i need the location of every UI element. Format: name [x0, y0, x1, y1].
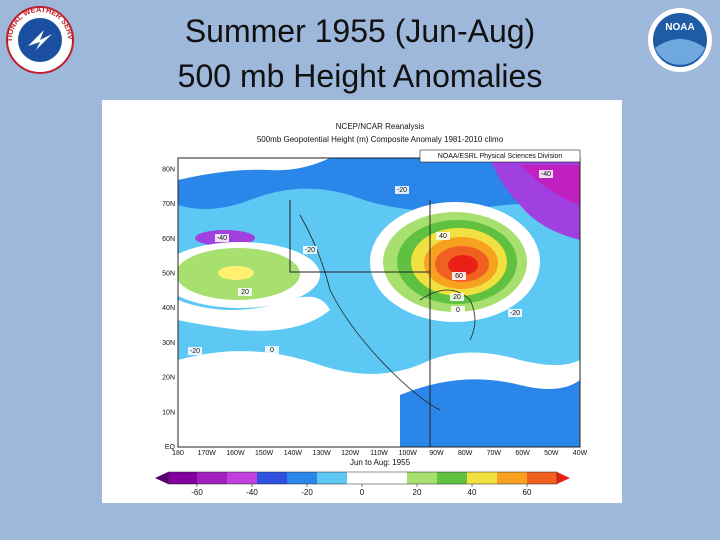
- lat-label: 60N: [162, 236, 175, 243]
- lon-label: 40W: [573, 450, 588, 457]
- lon-label: 180: [172, 450, 184, 457]
- contour-label: 0: [270, 347, 274, 354]
- lon-label: 140W: [284, 450, 303, 457]
- contour-label-bg: [539, 170, 553, 178]
- contour-label: -40: [217, 235, 227, 242]
- contour-label: 20: [453, 294, 461, 301]
- lat-label: 80N: [162, 166, 175, 173]
- noaa-logo: NOAA: [648, 8, 712, 72]
- lat-label: 40N: [162, 305, 175, 312]
- colorbar-tick-label: 60: [523, 488, 532, 497]
- lon-label: 100W: [399, 450, 418, 457]
- lon-label: 120W: [341, 450, 360, 457]
- contour-label-bg: [395, 186, 409, 194]
- contour-label-bg: [451, 306, 465, 314]
- contour-label: -20: [190, 348, 200, 355]
- colorbar-tick-label: -20: [301, 488, 313, 497]
- credit: NOAA/ESRL Physical Sciences Division: [438, 153, 563, 160]
- contour-label: -20: [305, 247, 315, 254]
- credit-box: [419, 149, 581, 163]
- colorbar-tick-label: 40: [468, 488, 477, 497]
- lon-label: 90W: [429, 450, 444, 457]
- contour-label-bg: [238, 288, 252, 296]
- contour-label: 40: [439, 233, 447, 240]
- colorbar: [155, 471, 570, 485]
- logo-text: NOAA: [665, 22, 694, 33]
- map-plot: [177, 157, 581, 448]
- colorbar-tick-label: -60: [191, 488, 203, 497]
- contour-label: 0: [456, 307, 460, 314]
- map-header: 500mb Geopotential Height (m) Composite …: [257, 135, 504, 144]
- title: Summer 1955 (Jun-Aug): [185, 13, 535, 49]
- lat-label: 30N: [162, 340, 175, 347]
- contour-label-bg: [452, 272, 466, 280]
- lon-label: 110W: [370, 450, 388, 457]
- contour-label: -40: [541, 171, 551, 178]
- contour-label: 60: [455, 273, 463, 280]
- lon-label: 80W: [458, 450, 473, 457]
- contour-label-bg: [450, 293, 464, 301]
- lat-label: EQ: [165, 444, 176, 451]
- lon-label: 50W: [544, 450, 559, 457]
- map-header: NCEP/NCAR Reanalysis: [336, 122, 424, 131]
- colorbar-tick-label: 20: [413, 488, 422, 497]
- lat-label: 20N: [162, 375, 175, 382]
- contour-label-bg: [215, 234, 229, 242]
- lon-label: 130W: [312, 450, 331, 457]
- contour-label: -20: [510, 310, 520, 317]
- contour-label: -20: [397, 187, 407, 194]
- colorbar-tick-label: -40: [246, 488, 258, 497]
- lon-label: 60W: [515, 450, 530, 457]
- contour-label: 20: [241, 289, 249, 296]
- contour-label-bg: [188, 347, 202, 355]
- map-footer: Jun to Aug: 1955: [350, 458, 411, 467]
- contour-label-bg: [436, 232, 450, 240]
- lon-label: 170W: [198, 450, 217, 457]
- lat-label: 50N: [162, 271, 175, 278]
- lon-label: 150W: [255, 450, 274, 457]
- colorbar-tick-label: 0: [360, 488, 365, 497]
- lon-label: 70W: [487, 450, 502, 457]
- contour-label-bg: [508, 309, 522, 317]
- contour-label-bg: [265, 346, 279, 354]
- lat-label: 10N: [162, 409, 175, 416]
- lon-label: 160W: [226, 450, 245, 457]
- lat-label: 70N: [162, 201, 175, 208]
- contour-label-bg: [303, 246, 317, 254]
- title: 500 mb Height Anomalies: [178, 58, 543, 94]
